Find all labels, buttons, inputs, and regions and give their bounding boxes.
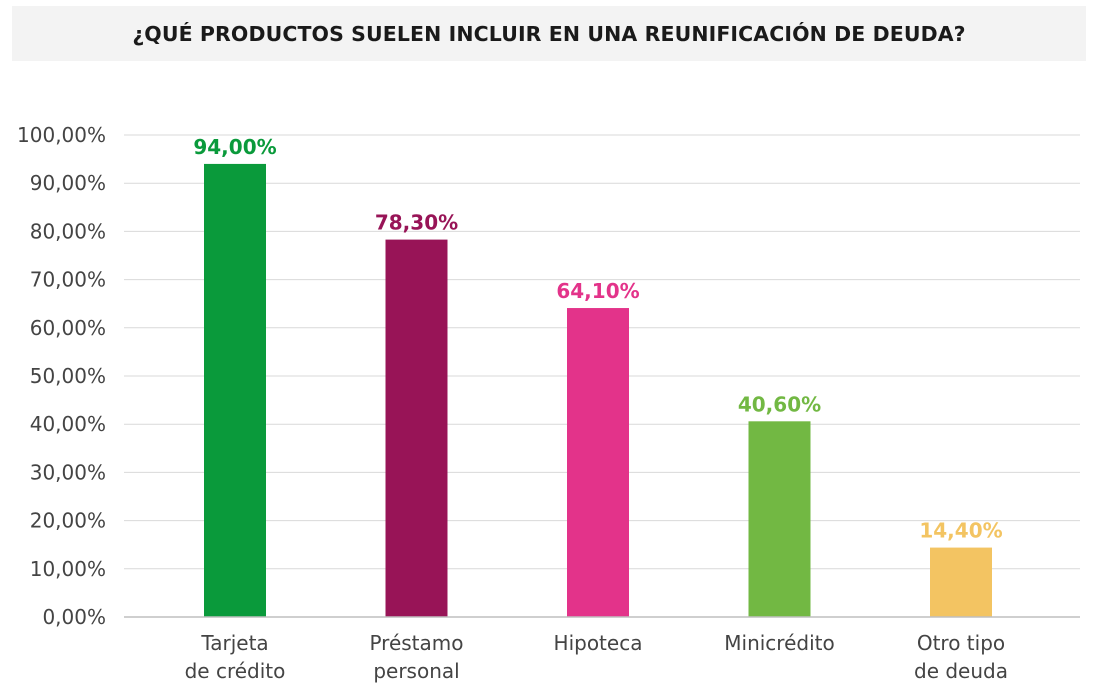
x-tick-label-line: Otro tipo	[917, 631, 1005, 655]
y-tick-label: 70,00%	[30, 268, 106, 292]
value-labels: 94,00% 78,30% 64,10% 40,60% 14,40%	[193, 135, 1002, 543]
y-tick-label: 10,00%	[30, 557, 106, 581]
x-tick-label: Otro tipo de deuda	[914, 631, 1008, 683]
x-tick-label: Préstamo personal	[369, 631, 463, 683]
data-label: 78,30%	[375, 211, 458, 235]
bar	[204, 163, 266, 618]
y-tick-label: 30,00%	[30, 460, 106, 484]
data-label: 64,10%	[556, 279, 639, 303]
x-tick-label-line: Tarjeta	[200, 631, 268, 655]
y-tick-label: 100,00%	[17, 123, 106, 147]
data-label: 40,60%	[738, 392, 821, 416]
bar	[567, 308, 629, 617]
y-tick-label: 0,00%	[42, 605, 106, 629]
y-tick-label: 50,00%	[30, 364, 106, 388]
chart-title-bar: ¿QUÉ PRODUCTOS SUELEN INCLUIR EN UNA REU…	[12, 6, 1086, 61]
y-axis-tick-labels: 0,00% 10,00% 20,00% 30,00% 40,00% 50,00% 60,00…	[17, 123, 106, 629]
bar	[748, 421, 811, 617]
bar	[385, 239, 448, 617]
data-label: 94,00%	[193, 135, 276, 159]
x-tick-label-line: Minicrédito	[724, 631, 834, 655]
y-tick-label: 20,00%	[30, 509, 106, 533]
chart-title: ¿QUÉ PRODUCTOS SUELEN INCLUIR EN UNA REU…	[132, 21, 966, 46]
bars	[204, 163, 992, 618]
y-tick-label: 40,00%	[30, 412, 106, 436]
x-tick-label: Tarjeta de crédito	[185, 631, 286, 683]
data-label: 14,40%	[919, 519, 1002, 543]
category-labels: Tarjeta de crédito Préstamo personal Hipotec…	[185, 631, 1008, 683]
y-tick-label: 80,00%	[30, 219, 106, 243]
x-tick-label-line: Hipoteca	[554, 631, 643, 655]
y-tick-label: 60,00%	[30, 316, 106, 340]
y-tick-label: 90,00%	[30, 171, 106, 195]
x-tick-label-line: de deuda	[914, 659, 1008, 683]
x-tick-label: Minicrédito	[724, 631, 834, 655]
x-tick-label: Hipoteca	[554, 631, 643, 655]
bar	[930, 547, 992, 617]
x-tick-label-line: Préstamo	[369, 631, 463, 655]
x-tick-label-line: personal	[373, 659, 459, 683]
x-tick-label-line: de crédito	[185, 659, 286, 683]
